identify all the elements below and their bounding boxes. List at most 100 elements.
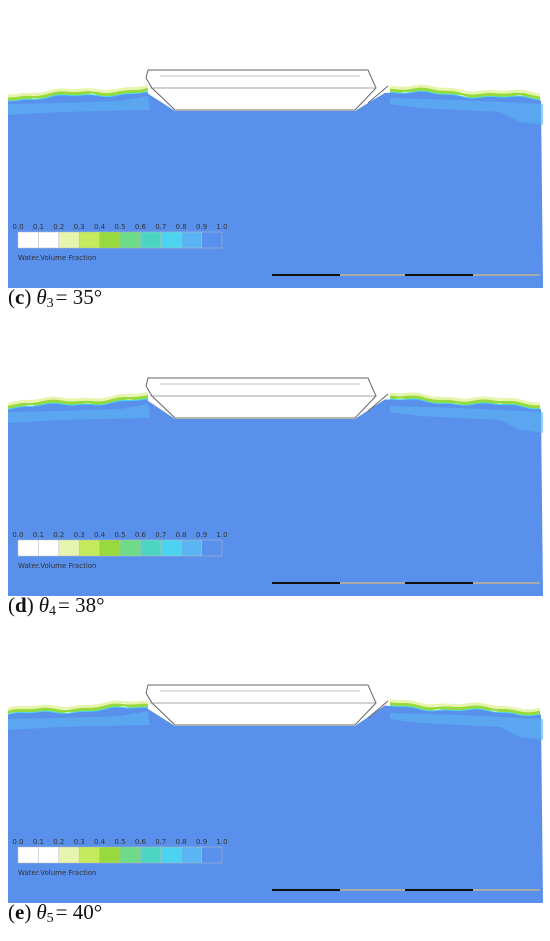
ship-hull bbox=[145, 377, 377, 419]
caption-part: ) bbox=[27, 593, 34, 617]
legend-tick-label: 0.1 bbox=[33, 838, 44, 846]
caption-part: d bbox=[15, 593, 27, 617]
legend-tick-label: 0.7 bbox=[155, 223, 166, 231]
legend-title: Water.Volume Fraction bbox=[18, 869, 96, 877]
ship-flap bbox=[367, 700, 389, 719]
water-surface-band bbox=[390, 84, 540, 99]
caption-part: = 35° bbox=[56, 285, 103, 309]
legend-tick-label: 0.0 bbox=[12, 223, 23, 231]
legend-tick-label: 0.5 bbox=[114, 531, 125, 539]
water-surface-band bbox=[390, 395, 540, 411]
legend-tick-label: 0.4 bbox=[94, 531, 106, 539]
caption-part: ( bbox=[8, 285, 15, 309]
legend-tick-label: 0.9 bbox=[196, 531, 207, 539]
legend-tick-label: 0.7 bbox=[155, 838, 166, 846]
water-surface-band bbox=[390, 87, 540, 102]
caption-part: = 38° bbox=[58, 593, 105, 617]
legend-tick-label: 0.0 bbox=[12, 531, 23, 539]
legend-tick-label: 0.5 bbox=[114, 838, 125, 846]
water-surface-band bbox=[8, 395, 148, 411]
legend-tick-label: 0.3 bbox=[74, 838, 85, 846]
caption-part: ) bbox=[24, 900, 31, 924]
legend-swatch bbox=[140, 231, 162, 249]
legend-tick-label: 0.9 bbox=[196, 838, 207, 846]
legend-tick-label: 0.8 bbox=[176, 223, 187, 231]
legend-tick-label: 1.0 bbox=[216, 838, 227, 846]
legend-swatch bbox=[78, 539, 100, 557]
legend-swatch bbox=[58, 231, 80, 249]
legend-tick-label: 0.6 bbox=[135, 838, 147, 846]
legend-tick-label: 0.6 bbox=[135, 223, 147, 231]
water-surface-band bbox=[8, 392, 148, 408]
ship-flap bbox=[367, 393, 389, 412]
legend-tick-label: 0.1 bbox=[33, 531, 44, 539]
legend-swatch bbox=[201, 231, 223, 249]
legend-swatch bbox=[17, 846, 39, 864]
legend-swatch bbox=[180, 231, 202, 249]
legend-tick-label: 0.5 bbox=[114, 223, 125, 231]
water-shade bbox=[390, 406, 543, 433]
legend-swatch bbox=[160, 539, 182, 557]
legend-swatch bbox=[58, 846, 80, 864]
caption: (c) θ3= 35° bbox=[8, 285, 102, 311]
caption-part: 5 bbox=[47, 911, 54, 926]
legend-swatch bbox=[17, 539, 39, 557]
legend-tick-label: 0.6 bbox=[135, 531, 147, 539]
legend-swatch bbox=[17, 231, 39, 249]
legend-tick-label: 1.0 bbox=[216, 223, 227, 231]
legend-swatch bbox=[99, 846, 121, 864]
legend-swatch bbox=[201, 846, 223, 864]
legend-tick-label: 0.8 bbox=[176, 838, 187, 846]
legend-tick-label: 0.4 bbox=[94, 223, 106, 231]
legend-swatch bbox=[99, 539, 121, 557]
legend-swatch bbox=[160, 231, 182, 249]
legend-swatch bbox=[180, 539, 202, 557]
legend-swatch bbox=[78, 231, 100, 249]
water-shade bbox=[390, 98, 543, 125]
water-shade bbox=[8, 404, 150, 423]
legend-swatch bbox=[140, 846, 162, 864]
caption: (e) θ5= 40° bbox=[8, 900, 102, 926]
ship-hull bbox=[145, 684, 377, 726]
legend-swatch bbox=[160, 846, 182, 864]
caption-part: e bbox=[15, 900, 24, 924]
simulation-panel: 0.0 0.1 0.2 0.3 0.4 0.5 0.6 0.7 0.8 0.9 1.0 Water.V… bbox=[8, 69, 543, 311]
legend-swatch bbox=[38, 846, 60, 864]
water-shade bbox=[390, 713, 543, 740]
legend-swatch bbox=[180, 846, 202, 864]
legend-tick-label: 0.2 bbox=[53, 223, 64, 231]
ship-hull bbox=[145, 69, 377, 111]
legend-swatch bbox=[99, 231, 121, 249]
legend-tick-label: 0.1 bbox=[33, 223, 44, 231]
ship-flap bbox=[367, 85, 389, 104]
legend-tick-label: 0.2 bbox=[53, 531, 64, 539]
simulation-panel: 0.0 0.1 0.2 0.3 0.4 0.5 0.6 0.7 0.8 0.9 1.0 Water.V… bbox=[8, 684, 543, 926]
legend-title: Water.Volume Fraction bbox=[18, 254, 96, 262]
legend-swatch bbox=[201, 539, 223, 557]
caption-part: θ bbox=[36, 900, 46, 924]
legend-tick-label: 0.3 bbox=[74, 223, 85, 231]
caption-part: θ bbox=[36, 285, 46, 309]
simulation-panel: 0.0 0.1 0.2 0.3 0.4 0.5 0.6 0.7 0.8 0.9 1.0 Water.V… bbox=[8, 377, 543, 619]
legend-title: Water.Volume Fraction bbox=[18, 562, 96, 570]
legend-swatch bbox=[140, 539, 162, 557]
legend-tick-label: 0.0 bbox=[12, 838, 23, 846]
caption-part: = 40° bbox=[56, 900, 103, 924]
legend-tick-label: 0.9 bbox=[196, 223, 207, 231]
caption-part: ( bbox=[8, 593, 15, 617]
legend-swatch bbox=[78, 846, 100, 864]
caption-part: ( bbox=[8, 900, 15, 924]
caption-part: θ bbox=[39, 593, 49, 617]
legend-tick-label: 1.0 bbox=[216, 531, 227, 539]
legend-tick-label: 0.7 bbox=[155, 531, 166, 539]
water-shade bbox=[8, 711, 150, 730]
legend-swatch bbox=[38, 539, 60, 557]
legend-tick-label: 0.3 bbox=[74, 531, 85, 539]
legend-swatch bbox=[58, 539, 80, 557]
water-surface-band bbox=[390, 392, 540, 408]
legend-swatch bbox=[38, 231, 60, 249]
legend-tick-label: 0.2 bbox=[53, 838, 64, 846]
caption-part: c bbox=[15, 285, 24, 309]
legend-tick-label: 0.4 bbox=[94, 838, 106, 846]
